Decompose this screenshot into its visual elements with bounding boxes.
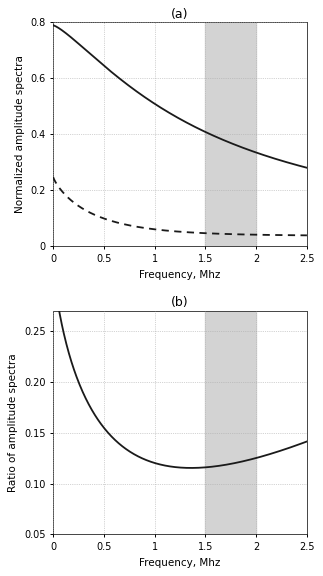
X-axis label: Frequency, Mhz: Frequency, Mhz (139, 270, 221, 280)
Y-axis label: Ratio of amplitude spectra: Ratio of amplitude spectra (8, 353, 18, 492)
Bar (205, 22, 256, 247)
Bar (205, 310, 256, 535)
Y-axis label: Normalized amplitude spectra: Normalized amplitude spectra (15, 55, 25, 214)
Title: (b): (b) (171, 296, 189, 309)
Title: (a): (a) (171, 8, 189, 21)
X-axis label: Frequency, Mhz: Frequency, Mhz (139, 558, 221, 568)
